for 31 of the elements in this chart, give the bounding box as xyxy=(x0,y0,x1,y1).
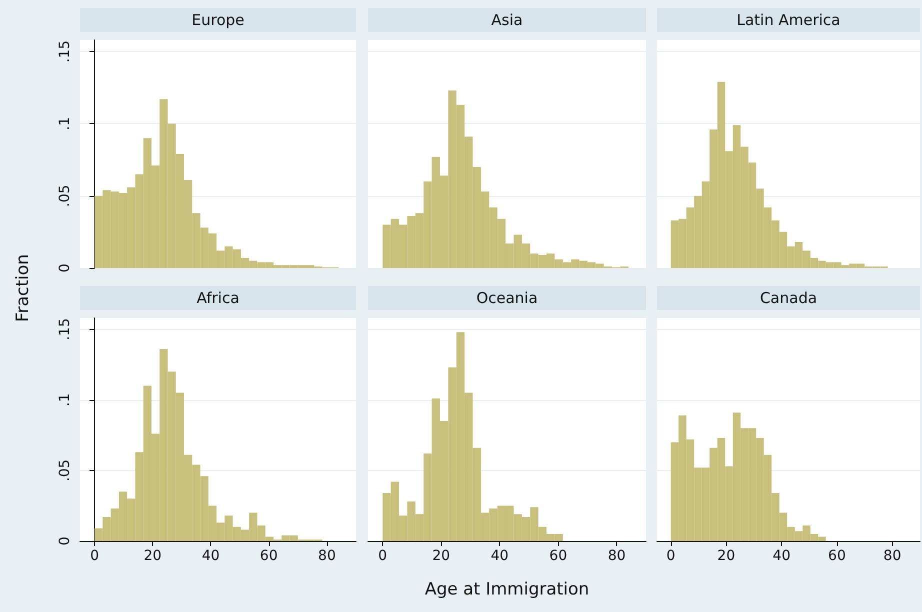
chart-title: Canada xyxy=(657,286,920,310)
x-tick-label: 0 xyxy=(378,548,388,564)
chart-title: Latin America xyxy=(657,8,920,32)
y-tick-label: .05 xyxy=(57,184,73,207)
x-tick-label: 20 xyxy=(432,548,450,564)
x-tick-label: 0 xyxy=(90,548,99,564)
x-tick-label: 60 xyxy=(549,548,568,564)
y-tick-label: .15 xyxy=(57,318,73,340)
y-tick-label: 0 xyxy=(57,536,73,546)
x-tick-label: 80 xyxy=(608,548,626,564)
x-tick-label: 80 xyxy=(318,548,336,564)
y-tick-label: .1 xyxy=(57,393,73,407)
y-tick-label: .05 xyxy=(57,459,73,482)
x-tick-label: 20 xyxy=(717,548,736,564)
y-axis-title: Fraction xyxy=(13,253,33,323)
x-tick-label: 80 xyxy=(883,548,902,564)
chart-title: Europe xyxy=(80,8,356,32)
chart-title: Oceania xyxy=(368,286,646,310)
chart-title: Asia xyxy=(368,8,646,32)
y-tick-label: 0 xyxy=(57,264,73,272)
y-tick-label: .1 xyxy=(57,117,73,130)
x-tick-label: 0 xyxy=(666,548,676,564)
x-tick-label: 20 xyxy=(144,548,162,564)
x-axis-title: Age at Immigration xyxy=(424,580,590,600)
x-tick-label: 60 xyxy=(260,548,278,564)
x-tick-label: 40 xyxy=(772,548,790,564)
x-tick-label: 40 xyxy=(202,548,220,564)
y-tick-label: .15 xyxy=(57,40,73,63)
chart-title: Africa xyxy=(80,286,356,310)
x-tick-label: 40 xyxy=(490,548,509,564)
x-tick-label: 60 xyxy=(828,548,846,564)
